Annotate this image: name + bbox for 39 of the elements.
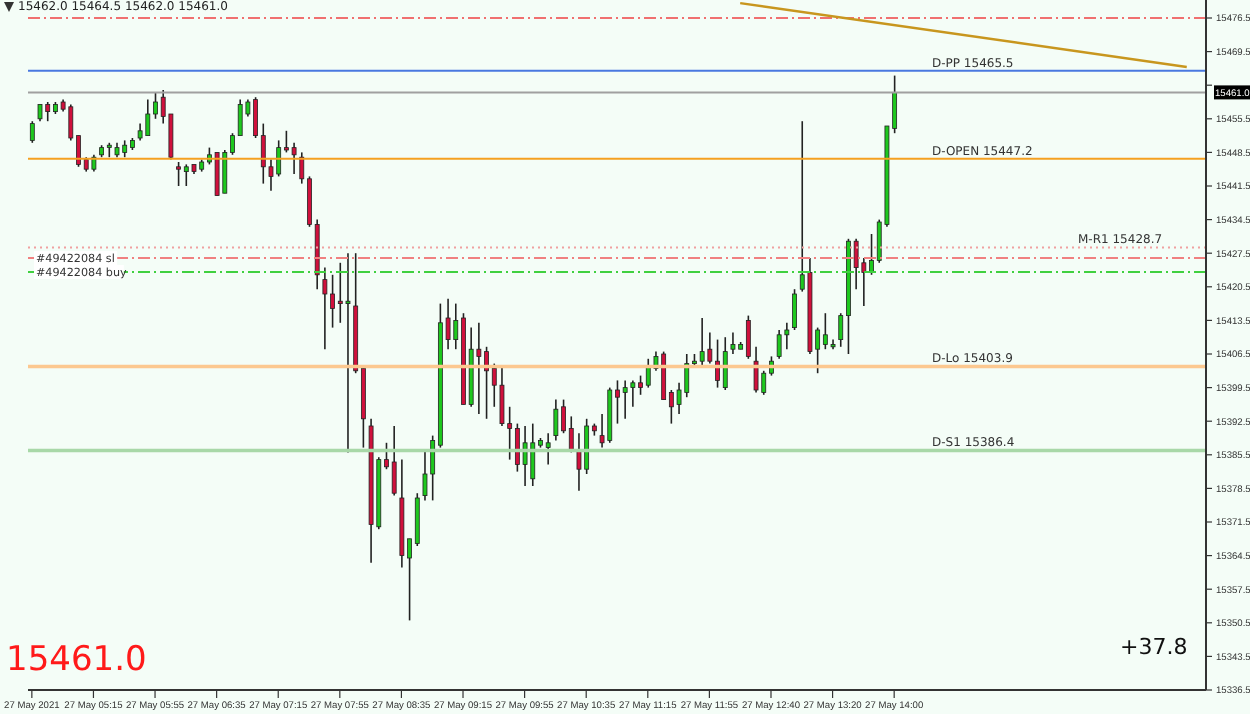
candlestick bbox=[699, 317, 705, 367]
candlestick bbox=[630, 379, 636, 408]
candlestick bbox=[722, 336, 728, 391]
candlestick bbox=[638, 374, 643, 396]
candlestick bbox=[391, 425, 397, 497]
candlestick bbox=[553, 398, 559, 442]
candlestick bbox=[684, 353, 690, 398]
candlestick bbox=[792, 288, 797, 331]
candlestick bbox=[183, 163, 189, 187]
candlestick bbox=[645, 358, 651, 389]
candlestick bbox=[753, 346, 759, 394]
candlestick bbox=[745, 314, 751, 360]
candlestick bbox=[776, 329, 782, 360]
candlestick bbox=[545, 432, 551, 466]
candlestick bbox=[337, 262, 343, 324]
candlestick bbox=[276, 139, 282, 178]
candlestick bbox=[576, 432, 582, 492]
candlestick bbox=[176, 161, 181, 187]
candlestick bbox=[29, 120, 35, 144]
candlestick bbox=[530, 422, 536, 487]
candlestick bbox=[822, 312, 828, 350]
candlestick bbox=[291, 142, 297, 175]
candlestick bbox=[322, 266, 328, 350]
candlestick bbox=[330, 274, 335, 329]
candlestick bbox=[584, 418, 590, 475]
candlestick bbox=[499, 365, 505, 427]
candlestick bbox=[784, 322, 790, 350]
candlestick bbox=[522, 425, 528, 487]
candlestick bbox=[730, 331, 736, 355]
candlestick bbox=[214, 151, 220, 197]
annotation: 15461.0 bbox=[6, 640, 147, 680]
candlestick bbox=[476, 322, 482, 415]
candlestick bbox=[45, 101, 51, 122]
annotation: +37.8 bbox=[1120, 634, 1188, 660]
candlestick bbox=[514, 422, 520, 473]
candlestick bbox=[622, 379, 628, 420]
candlestick bbox=[661, 350, 667, 401]
candlestick bbox=[145, 98, 151, 137]
candlestick bbox=[345, 252, 351, 454]
